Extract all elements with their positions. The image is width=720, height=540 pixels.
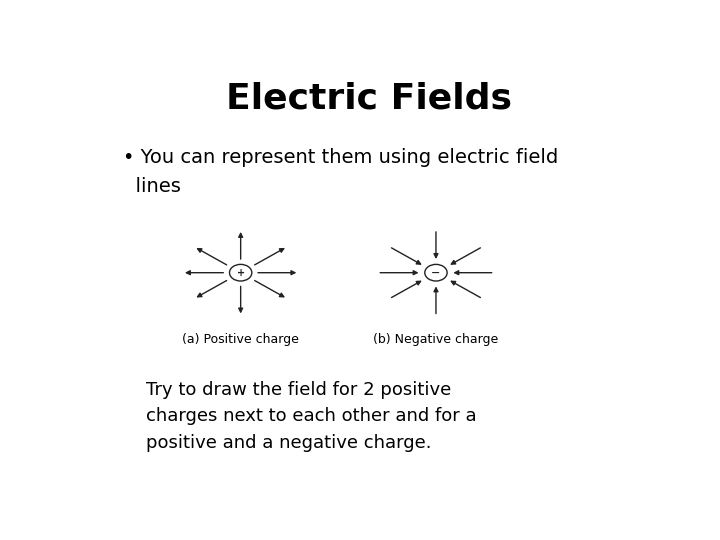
Text: Electric Fields: Electric Fields [226,82,512,116]
Text: −: − [431,268,441,278]
Text: Try to draw the field for 2 positive
charges next to each other and for a
positi: Try to draw the field for 2 positive cha… [145,381,477,451]
Text: • You can represent them using electric field: • You can represent them using electric … [124,148,559,167]
Text: (b) Negative charge: (b) Negative charge [374,333,498,346]
Text: +: + [237,268,245,278]
Text: (a) Positive charge: (a) Positive charge [182,333,299,346]
Circle shape [425,265,447,281]
Text: lines: lines [124,177,181,196]
Circle shape [230,265,252,281]
